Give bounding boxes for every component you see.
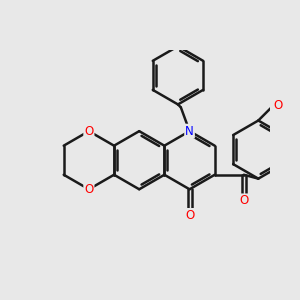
Text: O: O — [274, 100, 283, 112]
Text: O: O — [185, 209, 194, 222]
Text: O: O — [239, 194, 248, 207]
Text: O: O — [84, 125, 94, 138]
Text: N: N — [185, 125, 194, 138]
Text: O: O — [84, 183, 94, 196]
